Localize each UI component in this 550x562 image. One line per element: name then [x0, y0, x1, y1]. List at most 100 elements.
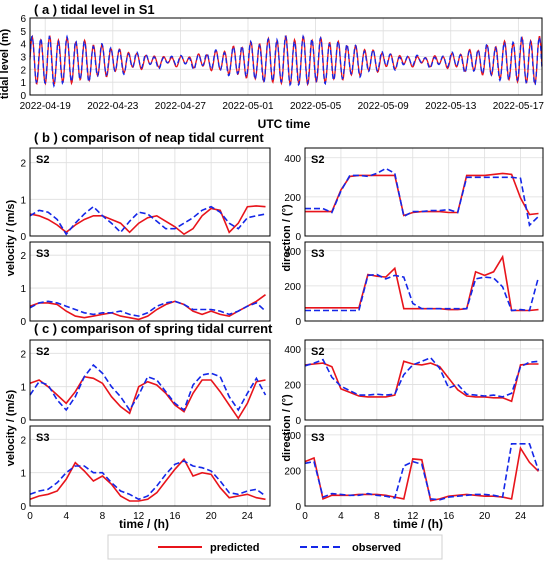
ytick-label: 1 — [20, 78, 26, 89]
ylabel-c-velocity: velocity / (m/s) — [5, 389, 17, 466]
xtick-label: 2022-05-17 — [493, 101, 545, 112]
xtick-label: 0 — [302, 511, 308, 522]
ytick-label: 200 — [284, 466, 301, 477]
xtick-label: 16 — [443, 511, 455, 522]
station-label: S2 — [311, 154, 324, 166]
ytick-label: 400 — [284, 154, 301, 165]
ylabel-a: tidal level (m) — [0, 29, 11, 100]
series-observed — [29, 205, 266, 236]
xtick-label: 20 — [479, 511, 491, 522]
plot-frame — [304, 339, 544, 421]
xtick-label: 2022-04-23 — [87, 101, 139, 112]
series-predicted — [29, 375, 266, 420]
xtick-label: 12 — [407, 511, 419, 522]
xtick-label: 4 — [338, 511, 344, 522]
xtick-label: 2022-04-19 — [20, 101, 72, 112]
xtick-label: 8 — [100, 511, 106, 522]
series-predicted — [29, 205, 266, 236]
ytick-label: 0 — [20, 91, 26, 102]
ytick-label: 1 — [20, 469, 26, 480]
ytick-label: 4 — [20, 40, 26, 51]
plot-frame — [304, 241, 544, 322]
ytick-label: 1 — [20, 195, 26, 206]
title-b: ( b ) comparison of neap tidal current — [34, 130, 264, 145]
plot-frame — [29, 339, 271, 421]
ytick-label: 0 — [20, 232, 26, 243]
ytick-label: 400 — [284, 247, 301, 258]
ytick-label: 2 — [20, 159, 26, 170]
ytick-label: 200 — [284, 282, 301, 293]
xtick-label: 2022-05-13 — [425, 101, 477, 112]
xtick-label: 0 — [27, 511, 33, 522]
ytick-label: 200 — [284, 380, 301, 391]
plot-frame — [29, 17, 543, 96]
ylabel-c-direction: direction / (°) — [281, 394, 293, 462]
ytick-label: 200 — [284, 193, 301, 204]
station-label: S3 — [36, 248, 49, 260]
series-predicted — [29, 294, 266, 321]
xtick-label: 2022-05-09 — [358, 101, 410, 112]
legend: predicted observed — [107, 534, 443, 560]
series-observed — [304, 442, 540, 501]
plot-frame — [29, 147, 271, 237]
ytick-label: 3 — [20, 53, 26, 64]
ytick-label: 0 — [295, 317, 301, 328]
ytick-label: 0 — [295, 232, 301, 243]
xlabel-a: UTC time — [258, 117, 311, 131]
xtick-label: 16 — [169, 511, 181, 522]
series-observed — [29, 34, 543, 88]
plot-frame — [304, 147, 544, 237]
xtick-label: 4 — [63, 511, 69, 522]
series-predicted — [29, 457, 266, 502]
xlabel-c-left: time / (h) — [119, 517, 169, 531]
xtick-label: 24 — [242, 511, 254, 522]
series-observed — [304, 356, 539, 398]
ytick-label: 0 — [20, 416, 26, 427]
ytick-label: 2 — [20, 65, 26, 76]
xtick-label: 2022-05-01 — [222, 101, 274, 112]
ytick-label: 1 — [20, 383, 26, 394]
legend-predicted-label: predicted — [210, 542, 260, 554]
plot-frame — [304, 425, 544, 507]
ytick-label: 400 — [284, 431, 301, 442]
xtick-label: 24 — [515, 511, 527, 522]
plot-frame — [29, 425, 271, 507]
series-observed — [305, 167, 540, 227]
series-predicted — [305, 254, 539, 312]
xtick-label: 8 — [374, 511, 380, 522]
ytick-label: 1 — [20, 284, 26, 295]
station-label: S2 — [36, 346, 49, 358]
xtick-label: 2022-04-27 — [155, 101, 207, 112]
ylabel-b-velocity: velocity / (m/s) — [5, 199, 17, 276]
station-label: S3 — [311, 432, 324, 444]
series-predicted — [304, 360, 539, 403]
series-observed — [29, 363, 267, 412]
ytick-label: 400 — [284, 345, 301, 356]
ylabel-b-direction: direction / (°) — [281, 204, 293, 272]
series-observed — [305, 273, 540, 312]
ytick-label: 0 — [20, 502, 26, 513]
ytick-label: 5 — [20, 27, 26, 38]
xlabel-c-right: time / (h) — [393, 517, 443, 531]
station-label: S3 — [36, 432, 49, 444]
plot-b: 0 1 2 S2 0 1 2 S3 0 200 400 S2 0 200 400 S3 — [20, 147, 544, 328]
ytick-label: 2 — [20, 435, 26, 446]
legend-observed-label: observed — [352, 542, 401, 554]
series-observed — [29, 460, 266, 501]
plot-frame — [29, 241, 271, 322]
ytick-label: 6 — [20, 14, 26, 25]
ytick-label: 0 — [20, 317, 26, 328]
station-label: S2 — [36, 154, 49, 166]
station-label: S3 — [311, 248, 324, 260]
title-a: ( a ) tidal level in S1 — [34, 2, 155, 17]
xtick-label: 2022-05-05 — [290, 101, 342, 112]
ytick-label: 2 — [20, 349, 26, 360]
xtick-label: 12 — [133, 511, 145, 522]
ytick-label: 0 — [295, 416, 301, 427]
ytick-label: 2 — [20, 251, 26, 262]
ytick-label: 0 — [295, 502, 301, 513]
xtick-label: 20 — [206, 511, 218, 522]
